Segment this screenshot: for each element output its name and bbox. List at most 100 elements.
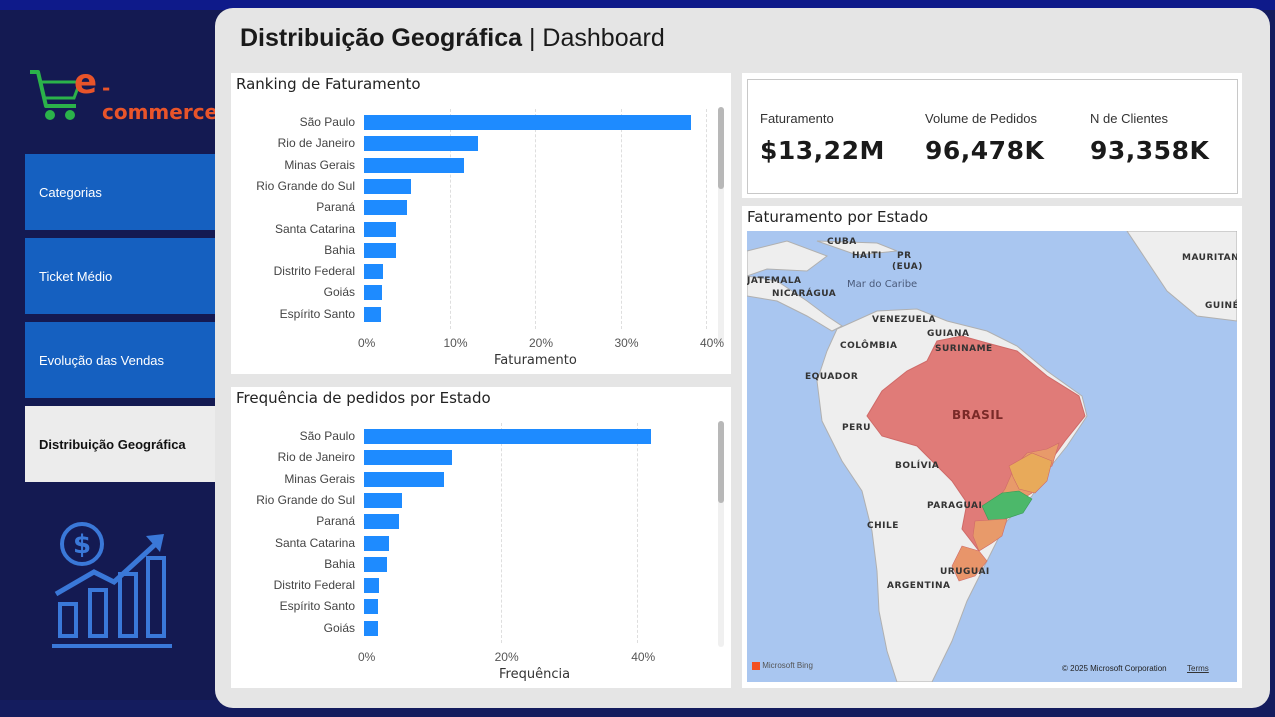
bar[interactable] [364, 492, 402, 508]
map-label-guatemala: JATEMALA [747, 276, 802, 286]
ecommerce-logo: e -commerce [28, 62, 218, 124]
gridline [706, 109, 707, 329]
bar[interactable] [364, 306, 382, 322]
scrollbar[interactable] [718, 107, 724, 343]
svg-text:$: $ [73, 530, 91, 560]
map-title: Faturamento por Estado [747, 208, 929, 226]
map-label-brasil: BRASIL [952, 408, 1004, 422]
kpi-value: $13,22M [760, 136, 885, 165]
map-label-guiana: GUIANA [927, 329, 970, 339]
nav-item-label: Categorias [39, 184, 102, 200]
nav-item-evolucao-vendas[interactable]: Evolução das Vendas [25, 322, 215, 398]
map-label-colombia: COLÔMBIA [840, 341, 898, 351]
gridline [620, 109, 622, 329]
map-label-suriname: SURINAME [935, 344, 993, 354]
page-title-rest: | Dashboard [528, 24, 665, 52]
x-tick-label: 40% [631, 650, 656, 664]
map-svg [747, 231, 1237, 682]
category-label: Espírito Santo [279, 306, 355, 321]
category-label: Paraná [316, 514, 355, 529]
category-label: Goiás [323, 285, 355, 300]
map-label-uruguai: URUGUAI [940, 567, 990, 577]
bar[interactable] [364, 221, 397, 237]
map-label-cuba: CUBA [827, 237, 857, 247]
x-tick-label: 0% [358, 336, 376, 350]
bar[interactable] [364, 178, 412, 194]
bar[interactable] [364, 285, 382, 301]
x-axis-title: Faturamento [494, 353, 577, 368]
map-label-paraguai: PARAGUAI [927, 501, 983, 511]
bar[interactable] [364, 620, 378, 636]
x-tick-label: 30% [614, 336, 639, 350]
bar[interactable] [364, 535, 389, 551]
category-label: Minas Gerais [284, 471, 355, 486]
scrollbar-thumb[interactable] [718, 421, 724, 503]
map-label-mauritania: MAURITAN [1182, 253, 1237, 263]
map-label-haiti: HAITI [852, 251, 882, 261]
map-label-pr: PR [897, 251, 912, 261]
bar[interactable] [364, 578, 380, 594]
category-label: Goiás [323, 620, 355, 635]
map-canvas[interactable]: CUBA HAITI PR (EUA) JATEMALA NICARÁGUA M… [747, 231, 1237, 682]
kpi-value: 96,478K [925, 136, 1045, 165]
category-label: Rio de Janeiro [277, 450, 355, 465]
category-label: Espírito Santo [279, 599, 355, 614]
bing-logo: Microsoft Bing [752, 661, 813, 670]
logo-e: e [74, 62, 98, 102]
nav-item-label: Ticket Médio [39, 268, 113, 284]
cart-icon [30, 70, 83, 120]
chart-title: Frequência de pedidos por Estado [236, 389, 491, 407]
bar[interactable] [364, 429, 651, 444]
scrollbar[interactable] [718, 421, 724, 647]
map-label-guine: GUINÉ [1205, 301, 1237, 311]
bar[interactable] [364, 200, 407, 216]
category-label: Santa Catarina [274, 535, 355, 550]
kpi-label: N de Clientes [1090, 111, 1169, 126]
map-label-eua: (EUA) [892, 262, 923, 272]
map-label-venezuela: VENEZUELA [872, 315, 936, 325]
category-label: Rio Grande do Sul [256, 492, 355, 507]
nav-item-distribuicao-geografica[interactable]: Distribuição Geográfica [25, 406, 215, 482]
category-label: Santa Catarina [274, 221, 355, 236]
bar[interactable] [364, 136, 478, 152]
map-label-peru: PERU [842, 423, 871, 433]
nav-item-ticket-medio[interactable]: Ticket Médio [25, 238, 215, 314]
map-label-equador: EQUADOR [805, 372, 859, 382]
kpi-value: 93,358K [1090, 136, 1210, 165]
category-label: Bahia [324, 556, 355, 571]
chart-title: Ranking de Faturamento [236, 75, 421, 93]
logo-text: -commerce [102, 76, 219, 124]
kpi-label: Volume de Pedidos [925, 111, 1038, 126]
order-frequency-chart[interactable]: Frequência de pedidos por Estado Frequên… [231, 387, 731, 688]
nav-item-categorias[interactable]: Categorias [25, 154, 215, 230]
gridline [500, 423, 502, 643]
scrollbar-thumb[interactable] [718, 107, 724, 189]
page-title: Distribuição Geográfica | Dashboard [240, 24, 665, 53]
category-label: Distrito Federal [273, 578, 355, 593]
revenue-ranking-chart[interactable]: Ranking de Faturamento Faturamento 0% 10%… [231, 73, 731, 374]
category-label: São Paulo [299, 429, 355, 443]
x-tick-label: 40% [700, 336, 725, 350]
bar[interactable] [364, 599, 378, 615]
x-tick-label: 20% [529, 336, 554, 350]
category-label: Distrito Federal [273, 264, 355, 279]
bar[interactable] [364, 556, 388, 572]
bar[interactable] [364, 157, 465, 173]
map-label-argentina: ARGENTINA [887, 581, 951, 591]
page-title-bold: Distribuição Geográfica [240, 24, 523, 52]
gridline [535, 109, 536, 329]
x-axis-title: Frequência [499, 667, 571, 682]
microsoft-logo-icon [752, 661, 760, 670]
bar[interactable] [364, 450, 453, 466]
bar[interactable] [364, 514, 399, 530]
map-copyright: © 2025 Microsoft Corporation [1062, 664, 1167, 673]
category-label: Paraná [316, 200, 355, 215]
kpi-box: Faturamento $13,22M Volume de Pedidos 96… [747, 79, 1238, 194]
bar[interactable] [364, 115, 692, 130]
bar[interactable] [364, 242, 396, 258]
bar[interactable] [364, 471, 444, 487]
category-label: Bahia [324, 242, 355, 257]
terms-link[interactable]: Terms [1187, 664, 1209, 673]
bar[interactable] [364, 264, 383, 280]
category-label: Rio de Janeiro [277, 136, 355, 151]
